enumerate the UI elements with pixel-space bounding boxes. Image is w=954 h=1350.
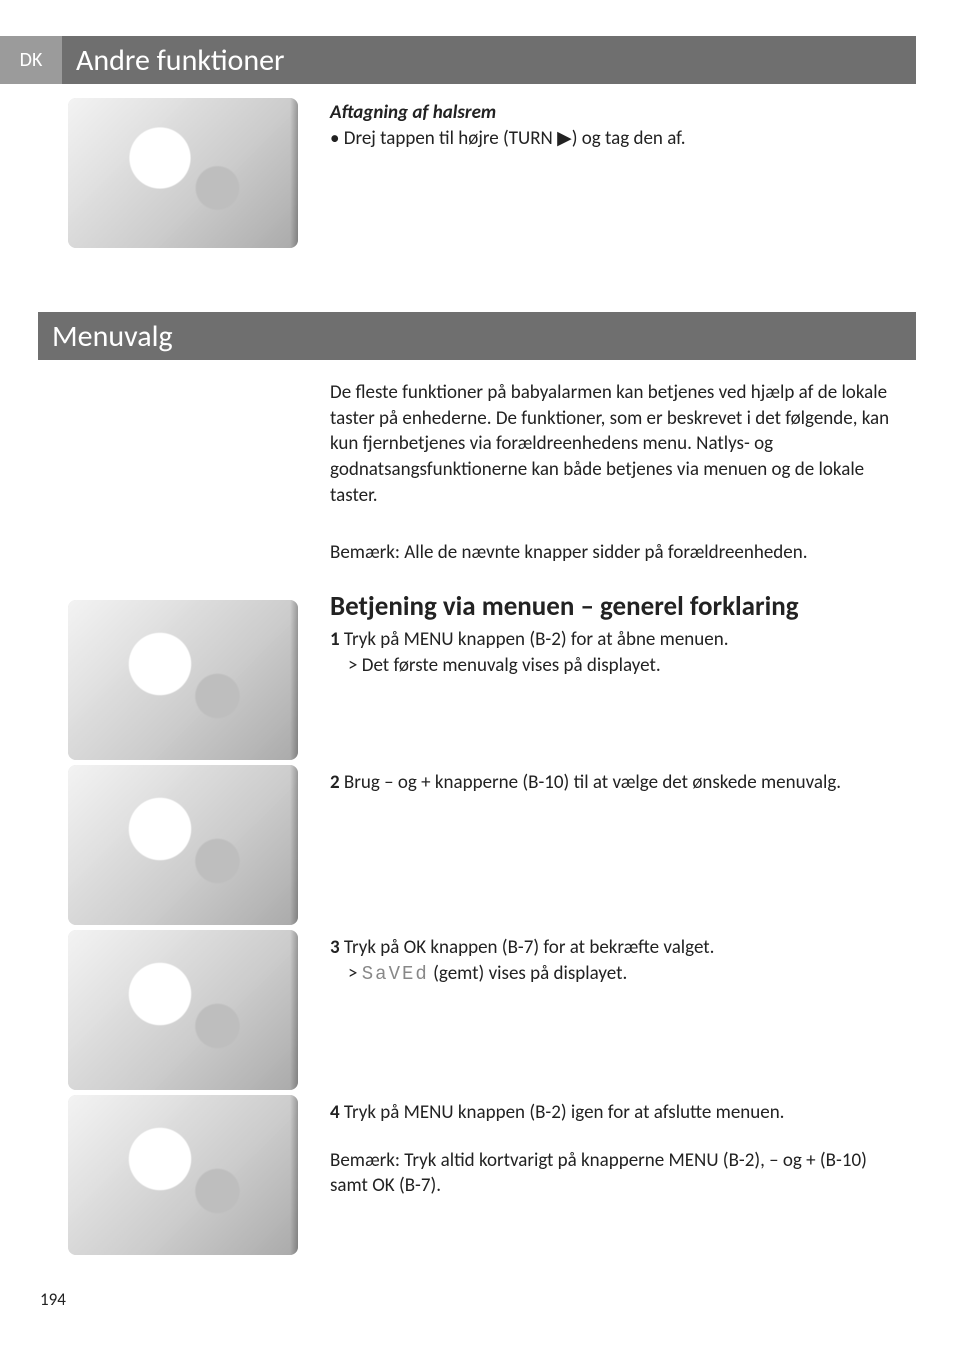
step3-num: 3 [330, 936, 340, 959]
illustration-neckstrap [68, 98, 298, 248]
placeholder-image [68, 600, 298, 760]
step3-block: 3 Tryk på OK knappen (B-7) for at bekræf… [330, 935, 894, 987]
step4-block: 4 Tryk på MENU knappen (B-2) igen for at… [330, 1100, 894, 1199]
language-tab-text: DK [20, 48, 43, 72]
step4-line: 4 Tryk på MENU knappen (B-2) igen for at… [330, 1100, 894, 1126]
section1-title: Aftagning af halsrem [330, 100, 894, 126]
step3-line: 3 Tryk på OK knappen (B-7) for at bekræf… [330, 935, 894, 961]
section-header-2-text: Menuvalg [52, 318, 173, 355]
step1-sub: > Det første menuvalg vises på displayet… [330, 653, 894, 679]
step3-text: Tryk på OK knappen (B-7) for at bekræfte… [340, 936, 715, 959]
step2-line: 2 Brug – og + knapperne (B-10) til at væ… [330, 770, 894, 796]
step4-num: 4 [330, 1101, 340, 1124]
step2-block: 2 Brug – og + knapperne (B-10) til at væ… [330, 770, 894, 796]
intro-paragraph: De fleste funktioner på babyalarmen kan … [330, 380, 894, 508]
step2-num: 2 [330, 771, 340, 794]
step3-sub-prefix: > [348, 962, 362, 985]
intro-text: De fleste funktioner på babyalarmen kan … [330, 380, 894, 508]
note1: Bemærk: Alle de nævnte knapper sidder på… [330, 540, 894, 566]
steps-heading-block: Betjening via menuen – generel forklarin… [330, 590, 894, 678]
illustration-menu-press [68, 600, 298, 760]
section-header-2: Menuvalg [38, 312, 916, 360]
illustration-ok-press [68, 930, 298, 1090]
step1-line: 1 Tryk på MENU knappen (B-2) for at åbne… [330, 627, 894, 653]
placeholder-image [68, 930, 298, 1090]
placeholder-image [68, 98, 298, 248]
note2-text: Bemærk: Tryk altid kortvarigt på knapper… [330, 1148, 894, 1199]
illustration-menu-exit [68, 1095, 298, 1255]
language-tab: DK [0, 36, 62, 84]
section1-block: Aftagning af halsrem • Drej tappen til h… [330, 100, 894, 151]
section1-line: • Drej tappen til højre (TURN ▶) og tag … [330, 126, 894, 152]
step3-sub: > SaVEd (gemt) vises på displayet. [330, 961, 894, 988]
step3-sub-suffix: (gemt) vises på displayet. [429, 962, 628, 985]
page-number: 194 [40, 1289, 66, 1310]
section-header-1-text: Andre funktioner [76, 42, 285, 79]
subheading: Betjening via menuen – generel forklarin… [330, 590, 894, 623]
step4-text: Tryk på MENU knappen (B-2) igen for at a… [340, 1101, 785, 1124]
section-header-1: Andre funktioner [62, 36, 916, 84]
step2-text: Brug – og + knapperne (B-10) til at vælg… [340, 771, 841, 794]
step1-text: Tryk på MENU knappen (B-2) for at åbne m… [340, 628, 729, 651]
illustration-plusminus [68, 765, 298, 925]
step3-sub-seg: SaVEd [362, 963, 429, 985]
note1-text: Bemærk: Alle de nævnte knapper sidder på… [330, 540, 894, 566]
placeholder-image [68, 1095, 298, 1255]
step1-num: 1 [330, 628, 340, 651]
placeholder-image [68, 765, 298, 925]
